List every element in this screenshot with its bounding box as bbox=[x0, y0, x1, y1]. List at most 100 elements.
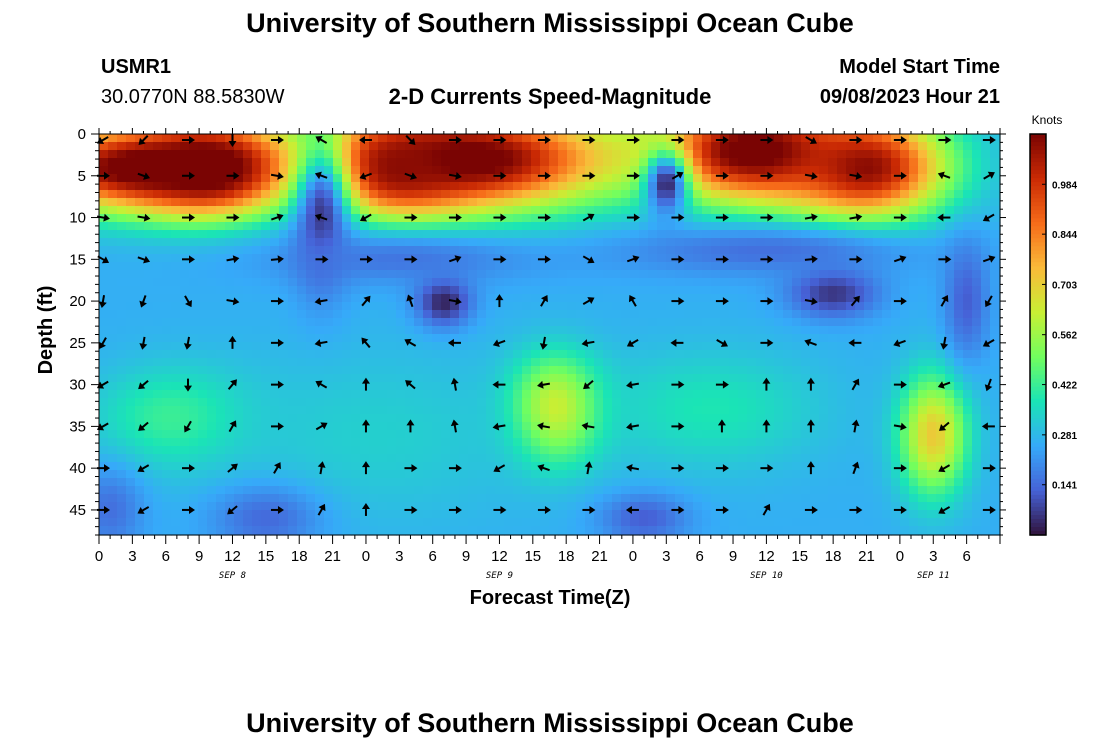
heatmap-cell bbox=[351, 326, 361, 335]
heatmap-cell bbox=[441, 214, 451, 223]
heatmap-cell bbox=[819, 206, 829, 215]
heatmap-cell bbox=[234, 406, 244, 415]
heatmap-cell bbox=[666, 222, 676, 231]
heatmap-cell bbox=[189, 342, 199, 351]
heatmap-cell bbox=[594, 254, 604, 263]
heatmap-cell bbox=[207, 286, 217, 295]
heatmap-cell bbox=[486, 134, 496, 143]
heatmap-cell bbox=[963, 430, 973, 439]
heatmap-cell bbox=[846, 518, 856, 527]
heatmap-cell bbox=[162, 454, 172, 463]
heatmap-cell bbox=[729, 494, 739, 503]
heatmap-cell bbox=[540, 182, 550, 191]
heatmap-cell bbox=[774, 390, 784, 399]
heatmap-cell bbox=[594, 158, 604, 167]
heatmap-cell bbox=[135, 134, 145, 143]
heatmap-cell bbox=[180, 174, 190, 183]
heatmap-cell bbox=[495, 334, 505, 343]
heatmap-cell bbox=[630, 470, 640, 479]
heatmap-cell bbox=[405, 270, 415, 279]
heatmap-cell bbox=[792, 270, 802, 279]
heatmap-cell bbox=[774, 318, 784, 327]
heatmap-cell bbox=[945, 222, 955, 231]
heatmap-cell bbox=[360, 518, 370, 527]
heatmap-cell bbox=[342, 142, 352, 151]
heatmap-cell bbox=[612, 358, 622, 367]
heatmap-cell bbox=[837, 326, 847, 335]
heatmap-cell bbox=[315, 182, 325, 191]
heatmap-cell bbox=[252, 286, 262, 295]
heatmap-cell bbox=[216, 286, 226, 295]
heatmap-cell bbox=[684, 270, 694, 279]
heatmap-cell bbox=[810, 510, 820, 519]
heatmap-cell bbox=[972, 270, 982, 279]
heatmap-cell bbox=[342, 422, 352, 431]
heatmap-cell bbox=[963, 134, 973, 143]
heatmap-cell bbox=[108, 510, 118, 519]
heatmap-cell bbox=[945, 246, 955, 255]
heatmap-cell bbox=[882, 166, 892, 175]
heatmap-cell bbox=[612, 470, 622, 479]
heatmap-cell bbox=[909, 438, 919, 447]
heatmap-cell bbox=[603, 446, 613, 455]
heatmap-cell bbox=[891, 198, 901, 207]
heatmap-cell bbox=[324, 462, 334, 471]
heatmap-cell bbox=[585, 358, 595, 367]
heatmap-cell bbox=[369, 190, 379, 199]
heatmap-cell bbox=[252, 382, 262, 391]
heatmap-cell bbox=[459, 350, 469, 359]
heatmap-cell bbox=[207, 326, 217, 335]
heatmap-cell bbox=[693, 502, 703, 511]
heatmap-cell bbox=[882, 414, 892, 423]
heatmap-cell bbox=[810, 462, 820, 471]
heatmap-cell bbox=[720, 430, 730, 439]
heatmap-cell bbox=[207, 294, 217, 303]
heatmap-cell bbox=[441, 326, 451, 335]
heatmap-cell bbox=[819, 286, 829, 295]
heatmap-cell bbox=[711, 286, 721, 295]
heatmap-cell bbox=[207, 454, 217, 463]
heatmap-cell bbox=[828, 502, 838, 511]
heatmap-cell bbox=[126, 230, 136, 239]
heatmap-cell bbox=[621, 366, 631, 375]
heatmap-cell bbox=[765, 342, 775, 351]
heatmap-cell bbox=[720, 438, 730, 447]
heatmap-cell bbox=[288, 174, 298, 183]
heatmap-cell bbox=[198, 158, 208, 167]
heatmap-cell bbox=[666, 158, 676, 167]
heatmap-cell bbox=[279, 254, 289, 263]
heatmap-cell bbox=[162, 158, 172, 167]
heatmap-cell bbox=[657, 254, 667, 263]
heatmap-cell bbox=[495, 374, 505, 383]
heatmap-cell bbox=[423, 478, 433, 487]
heatmap-cell bbox=[522, 454, 532, 463]
heatmap-cell bbox=[900, 318, 910, 327]
heatmap-cell bbox=[432, 350, 442, 359]
heatmap-cell bbox=[198, 270, 208, 279]
heatmap-cell bbox=[306, 206, 316, 215]
heatmap-cell bbox=[270, 510, 280, 519]
heatmap-cell bbox=[153, 302, 163, 311]
heatmap-cell bbox=[558, 238, 568, 247]
heatmap-cell bbox=[243, 406, 253, 415]
heatmap-cell bbox=[729, 318, 739, 327]
heatmap-cell bbox=[756, 302, 766, 311]
heatmap-cell bbox=[693, 206, 703, 215]
heatmap-cell bbox=[189, 382, 199, 391]
heatmap-cell bbox=[585, 206, 595, 215]
heatmap-cell bbox=[144, 382, 154, 391]
heatmap-cell bbox=[612, 422, 622, 431]
heatmap-cell bbox=[189, 206, 199, 215]
heatmap-cell bbox=[234, 182, 244, 191]
heatmap-cell bbox=[756, 478, 766, 487]
heatmap-cell bbox=[369, 398, 379, 407]
heatmap-cell bbox=[360, 310, 370, 319]
heatmap-cell bbox=[531, 374, 541, 383]
heatmap-cell bbox=[918, 510, 928, 519]
heatmap-cell bbox=[423, 310, 433, 319]
heatmap-cell bbox=[954, 406, 964, 415]
heatmap-cell bbox=[279, 374, 289, 383]
heatmap-cell bbox=[108, 342, 118, 351]
heatmap-cell bbox=[657, 294, 667, 303]
heatmap-cell bbox=[846, 350, 856, 359]
